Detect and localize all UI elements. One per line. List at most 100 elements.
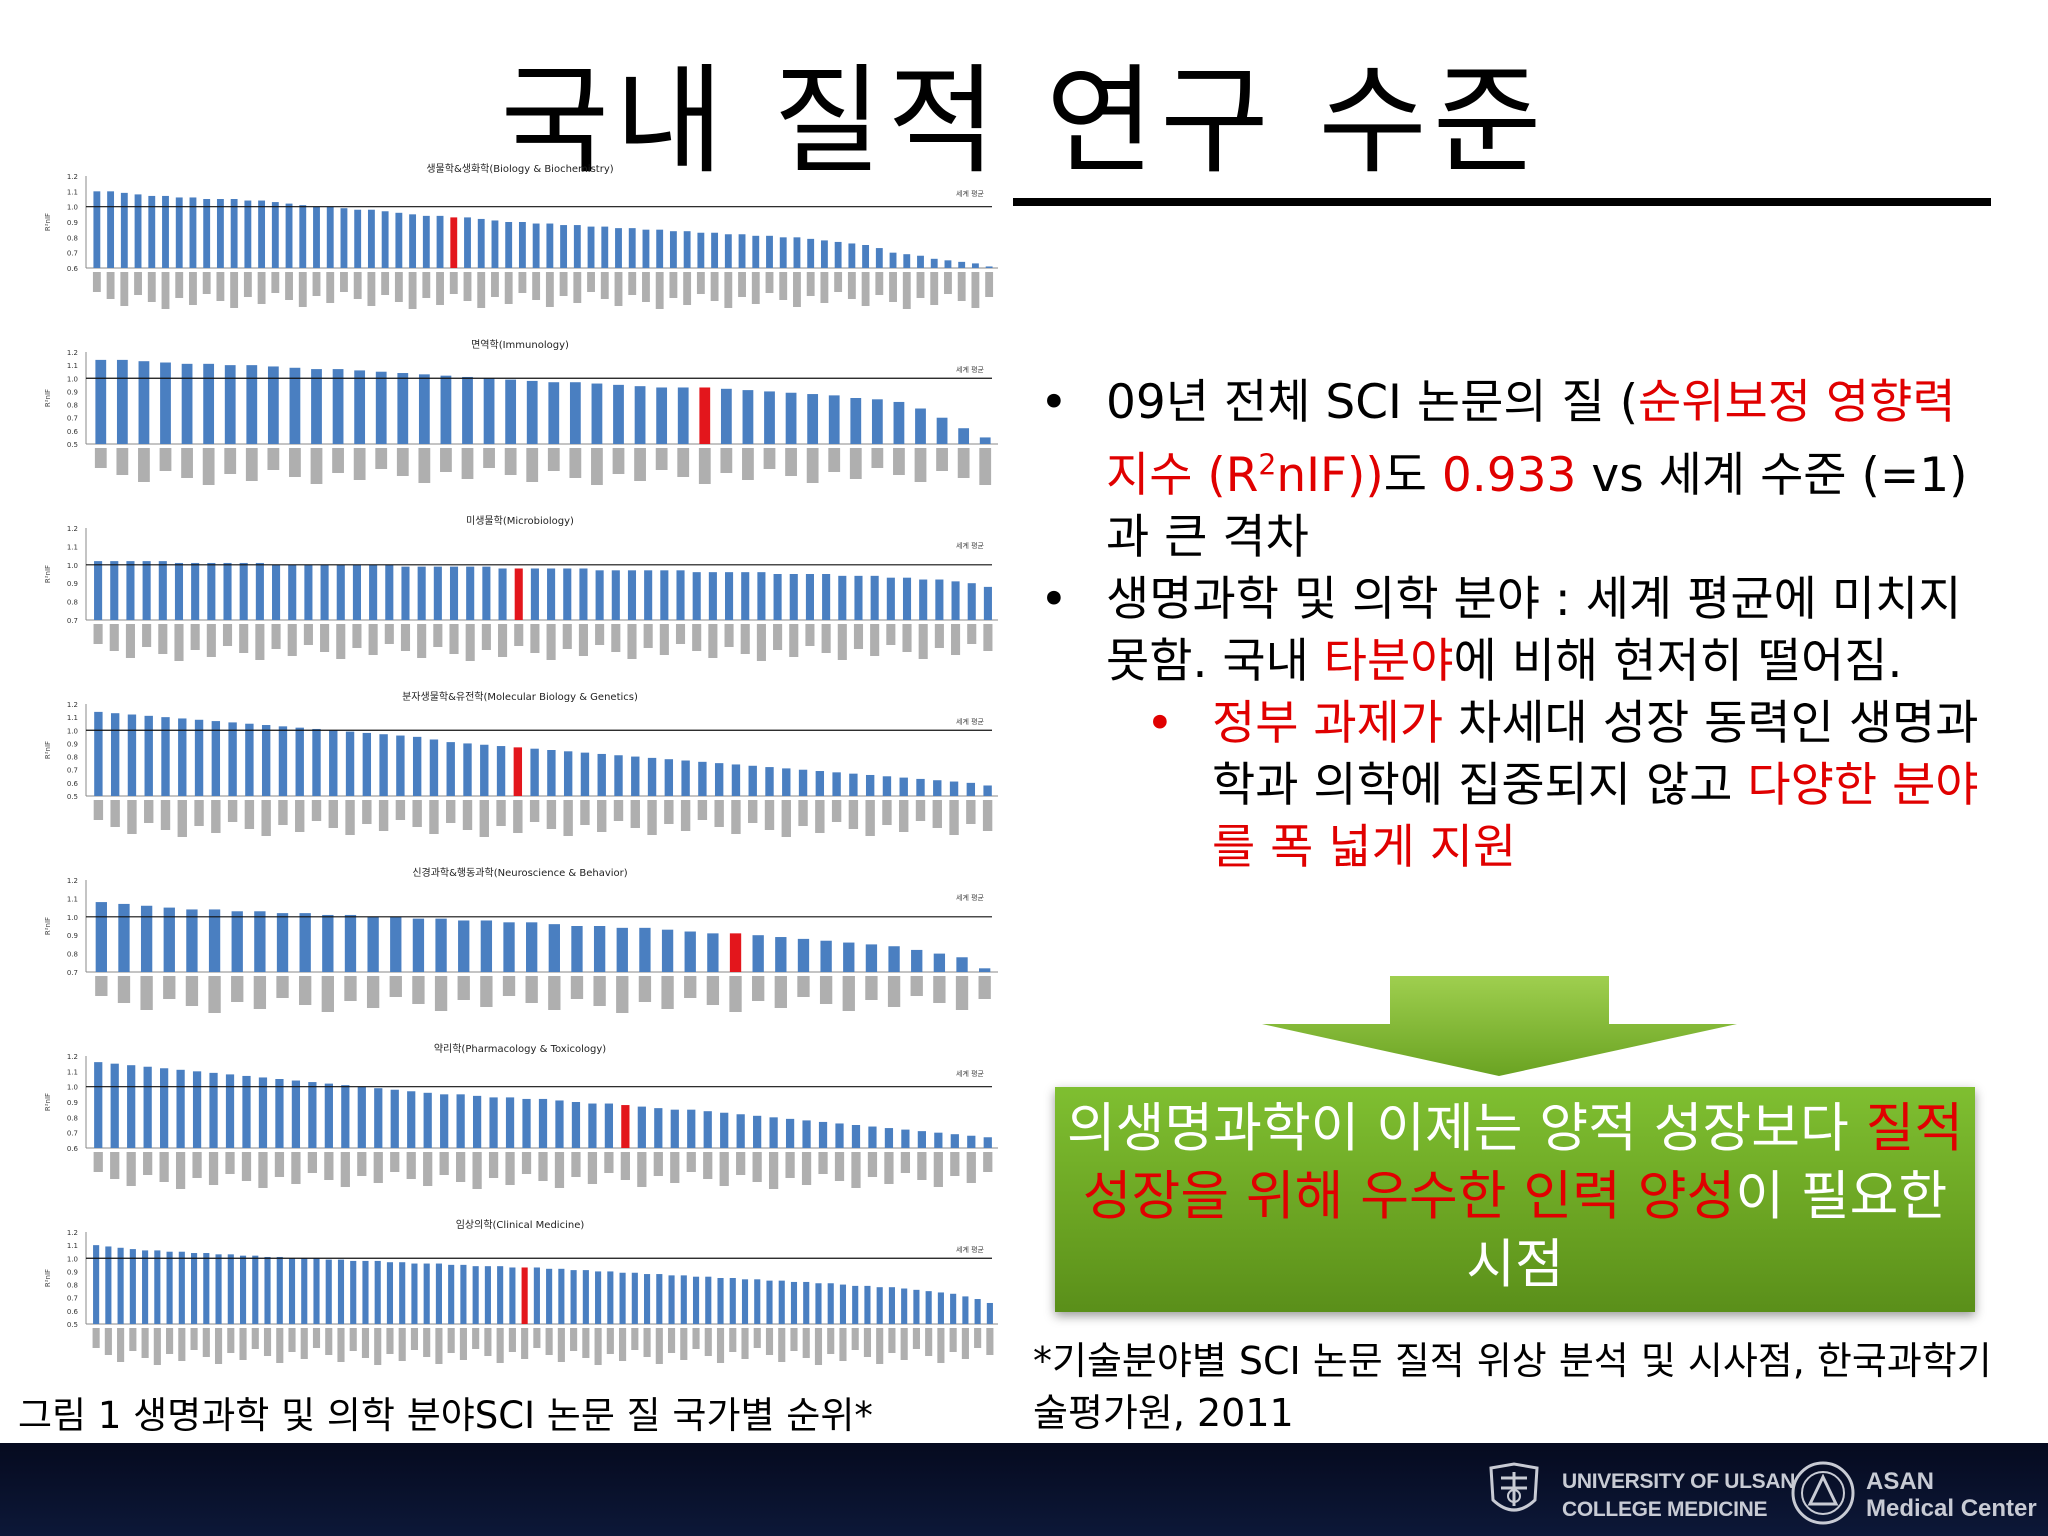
country-label-mark (190, 1328, 198, 1350)
country-bar (558, 1268, 565, 1324)
country-label-mark (647, 800, 657, 835)
country-label-mark (915, 800, 926, 821)
country-bar (142, 1250, 149, 1324)
country-label-mark (368, 624, 378, 655)
country-label-mark (769, 1152, 779, 1189)
country-bar (766, 1280, 773, 1324)
country-bar (231, 911, 243, 972)
country-bar (789, 574, 798, 620)
text-segment: 에 비해 현저히 떨어짐. (1453, 633, 1903, 689)
country-label-mark (521, 1152, 532, 1174)
country-label-mark (902, 624, 912, 652)
country-label-mark (253, 976, 267, 1009)
country-label-mark (337, 1328, 345, 1362)
country-bar (396, 735, 405, 796)
country-bar (174, 562, 184, 620)
country-label-mark (664, 800, 674, 824)
country-bar (676, 570, 685, 620)
country-label-mark (627, 624, 637, 659)
country-label-mark (185, 976, 199, 1006)
country-bar (533, 1267, 540, 1324)
country-bar (597, 753, 606, 796)
text-segment: 이 필요한 시점 (1466, 1166, 1948, 1295)
country-bar (208, 909, 221, 972)
highlight-text: 0.933 (1441, 447, 1577, 503)
country-bar (224, 365, 236, 444)
country-label-mark (332, 448, 344, 473)
country-bar (288, 1258, 296, 1324)
country-bar (482, 566, 491, 620)
country-bar (374, 1260, 381, 1324)
country-bar (677, 387, 689, 444)
country-label-mark (206, 624, 216, 657)
country-label-mark (934, 624, 944, 648)
country-label-mark (974, 1328, 982, 1348)
country-bar (656, 387, 668, 444)
country-bar (203, 363, 215, 444)
y-tick-label: 1.0 (67, 375, 78, 383)
country-bar (950, 1134, 959, 1148)
country-bar (742, 390, 754, 444)
y-tick-label: 0.7 (67, 617, 78, 625)
country-label-mark (435, 1328, 443, 1364)
country-label-mark (819, 976, 833, 1004)
country-label-mark (912, 1328, 920, 1349)
y-tick-label: 0.8 (67, 1114, 78, 1122)
sub-bullet-item: • 정부 과제가 차세대 성장 동력인 생명과학과 의학에 집중되지 않고 다양… (1040, 693, 1990, 879)
chart-title: 미생물학(Microbiology) (466, 515, 574, 527)
country-bar (530, 568, 539, 620)
country-bar (680, 1275, 687, 1324)
y-tick-label: 0.6 (67, 1145, 79, 1153)
chart-microbiology-svg: 미생물학(Microbiology) 세계 평균 R²nIF 0.7 0.8 0.9 1.0… (44, 515, 998, 661)
country-label-mark (120, 272, 129, 306)
country-bar (207, 562, 216, 620)
country-bar (244, 200, 252, 268)
country-bar (862, 245, 870, 268)
country-bar (724, 234, 732, 268)
country-bar (815, 771, 825, 796)
country-label-mark (189, 272, 197, 305)
country-label-mark (814, 1328, 823, 1365)
country-label-mark (604, 1152, 614, 1173)
country-bar (491, 220, 499, 268)
country-label-mark (257, 272, 266, 304)
country-label-mark (751, 272, 760, 304)
country-label-mark (166, 1328, 174, 1354)
footer-bar (0, 1443, 2048, 1536)
country-bar (687, 1109, 696, 1148)
country-bar (983, 785, 992, 796)
country-label-mark (423, 1152, 433, 1186)
country-label-mark (134, 272, 142, 295)
country-bar (573, 225, 581, 268)
country-bar (634, 386, 646, 444)
country-label-mark (224, 448, 237, 474)
country-label-mark (412, 976, 425, 1004)
country-label-mark (655, 448, 668, 470)
country-bar (919, 579, 928, 620)
country-label-mark (867, 1152, 878, 1177)
country-bar (916, 778, 925, 796)
country-label-mark (211, 800, 221, 833)
country-bar (591, 383, 603, 444)
country-bar (818, 1121, 828, 1148)
country-label-mark (439, 1152, 449, 1175)
country-label-mark (239, 624, 249, 653)
korea-bar (513, 747, 523, 796)
country-label-mark (790, 1328, 798, 1351)
country-label-mark (914, 448, 927, 482)
country-bar (466, 566, 475, 620)
country-label-mark (92, 272, 101, 292)
country-label-mark (669, 272, 678, 298)
country-label-mark (982, 800, 993, 831)
country-bar (288, 564, 297, 620)
country-label-mark (801, 1152, 812, 1185)
y-axis-label: R²nIF (44, 389, 52, 407)
country-label-mark (778, 1328, 786, 1362)
highlight-text: 질적 성장을 위해 우수한 인력 양성 (1082, 1098, 1964, 1227)
highlight-text: 다양한 분야를 폭 넓게 지원 (1212, 757, 1979, 875)
chart-molecular-biology: 분자생물학&유전학(Molecular Biology & Genetics) 세… (40, 688, 1000, 858)
legend-label: 세계 평균 (956, 541, 985, 550)
country-bar (352, 564, 361, 620)
country-label-mark (631, 1328, 639, 1350)
country-label-mark (538, 1152, 548, 1181)
